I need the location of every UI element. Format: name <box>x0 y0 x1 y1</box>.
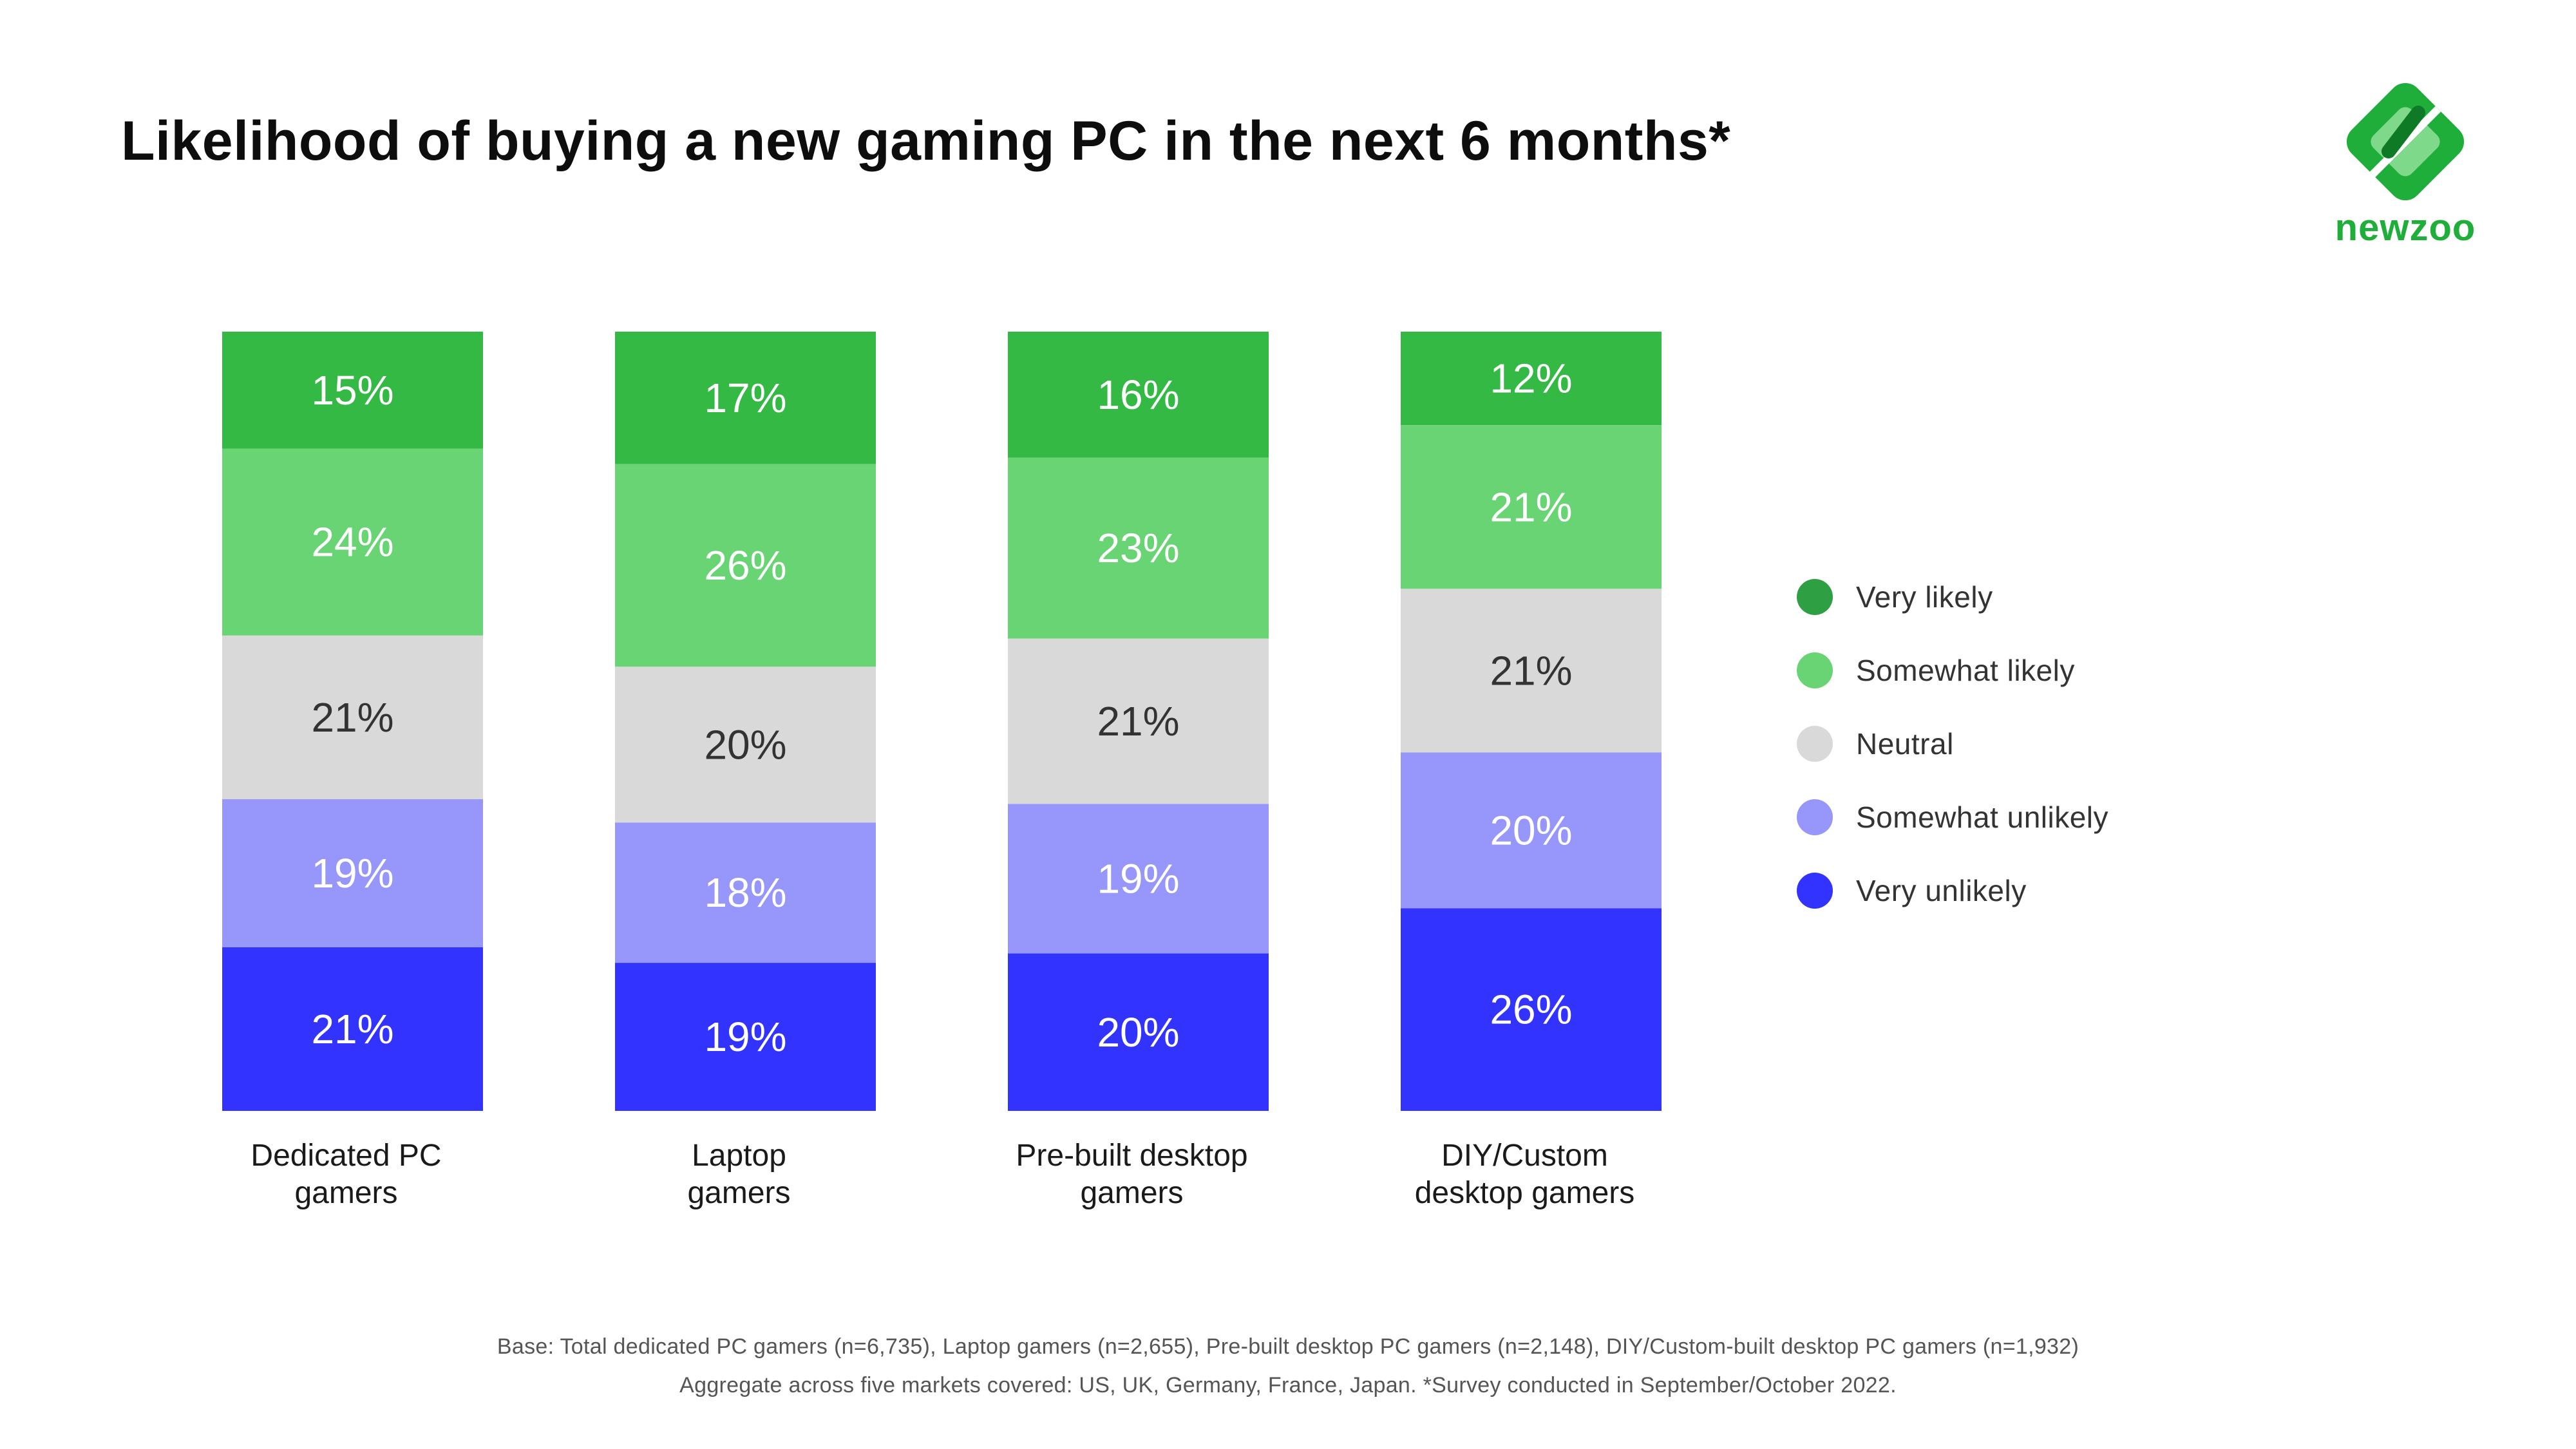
bar-segment-somewhat-likely-dedicated-pc-gamers <box>222 448 483 636</box>
bar-segment-neutral-laptop-gamers <box>615 667 876 823</box>
legend-swatch-neutral <box>1797 726 1833 762</box>
bar-segment-very-unlikely-diy-custom-desktop-gamers <box>1401 908 1662 1111</box>
data-label-neutral-laptop-gamers: 20% <box>704 721 786 768</box>
bar-segment-somewhat-likely-laptop-gamers <box>615 464 876 667</box>
bar-segment-very-unlikely-laptop-gamers <box>615 963 876 1111</box>
data-label-very-likely-laptop-gamers: 17% <box>704 375 786 421</box>
category-label-diy-custom-desktop-gamers: DIY/Custom <box>1441 1139 1608 1173</box>
data-label-very-unlikely-dedicated-pc-gamers: 21% <box>311 1006 393 1052</box>
data-label-somewhat-likely-dedicated-pc-gamers: 24% <box>311 519 393 565</box>
legend-label-somewhat-likely: Somewhat likely <box>1856 654 2075 687</box>
bar-segment-somewhat-unlikely-pre-built-desktop-gamers <box>1008 804 1269 954</box>
data-label-somewhat-likely-pre-built-desktop-gamers: 23% <box>1097 525 1179 571</box>
data-label-very-unlikely-laptop-gamers: 19% <box>704 1014 786 1060</box>
category-label-pre-built-desktop-gamers: gamers <box>1080 1176 1183 1210</box>
category-label-dedicated-pc-gamers: gamers <box>294 1176 397 1210</box>
data-label-very-unlikely-pre-built-desktop-gamers: 20% <box>1097 1009 1179 1056</box>
bar-segment-very-likely-laptop-gamers <box>615 332 876 464</box>
bar-segment-somewhat-likely-pre-built-desktop-gamers <box>1008 457 1269 639</box>
bar-segment-very-likely-diy-custom-desktop-gamers <box>1401 332 1662 426</box>
bar-segment-somewhat-unlikely-diy-custom-desktop-gamers <box>1401 752 1662 909</box>
data-label-somewhat-unlikely-pre-built-desktop-gamers: 19% <box>1097 855 1179 902</box>
legend-label-neutral: Neutral <box>1856 727 1954 761</box>
bar-segment-somewhat-unlikely-laptop-gamers <box>615 822 876 963</box>
data-label-neutral-pre-built-desktop-gamers: 21% <box>1097 698 1179 744</box>
data-label-very-likely-dedicated-pc-gamers: 15% <box>311 367 393 413</box>
legend-label-very-unlikely: Very unlikely <box>1856 874 2027 907</box>
legend-item-neutral: Neutral <box>1797 707 2108 781</box>
bar-segment-somewhat-likely-diy-custom-desktop-gamers <box>1401 425 1662 589</box>
data-label-somewhat-likely-diy-custom-desktop-gamers: 21% <box>1490 484 1572 530</box>
chart-title: Likelihood of buying a new gaming PC in … <box>121 110 1731 172</box>
data-label-somewhat-unlikely-diy-custom-desktop-gamers: 20% <box>1490 807 1572 853</box>
newzoo-wordmark: newzoo <box>2334 207 2476 249</box>
category-label-laptop-gamers: Laptop <box>692 1139 786 1173</box>
data-label-somewhat-likely-laptop-gamers: 26% <box>704 542 786 589</box>
bar-segment-very-likely-pre-built-desktop-gamers <box>1008 332 1269 458</box>
newzoo-logo: newzoo <box>2322 74 2489 249</box>
bar-segment-very-unlikely-pre-built-desktop-gamers <box>1008 953 1269 1111</box>
legend-swatch-very-likely <box>1797 579 1833 615</box>
category-label-pre-built-desktop-gamers: Pre-built desktop <box>1016 1139 1247 1173</box>
bar-segment-very-likely-dedicated-pc-gamers <box>222 332 483 449</box>
data-label-neutral-diy-custom-desktop-gamers: 21% <box>1490 647 1572 694</box>
legend-swatch-somewhat-unlikely <box>1797 799 1833 835</box>
bar-segment-somewhat-unlikely-dedicated-pc-gamers <box>222 799 483 947</box>
legend-item-very-likely: Very likely <box>1797 560 2108 634</box>
footnote-base: Base: Total dedicated PC gamers (n=6,735… <box>497 1334 2079 1359</box>
bar-segment-very-unlikely-dedicated-pc-gamers <box>222 947 483 1111</box>
legend-item-somewhat-likely: Somewhat likely <box>1797 634 2108 707</box>
category-label-diy-custom-desktop-gamers: desktop gamers <box>1415 1176 1635 1210</box>
legend-swatch-somewhat-likely <box>1797 652 1833 688</box>
data-label-somewhat-unlikely-laptop-gamers: 18% <box>704 869 786 916</box>
data-label-very-unlikely-diy-custom-desktop-gamers: 26% <box>1490 987 1572 1033</box>
bar-segment-neutral-diy-custom-desktop-gamers <box>1401 589 1662 753</box>
data-label-very-likely-diy-custom-desktop-gamers: 12% <box>1490 355 1572 402</box>
newzoo-logo-icon <box>2346 82 2465 201</box>
category-label-dedicated-pc-gamers: Dedicated PC <box>251 1139 441 1173</box>
chart-legend: Very likely Somewhat likely Neutral Somewha… <box>1797 560 2108 927</box>
category-label-laptop-gamers: gamers <box>687 1176 790 1210</box>
legend-label-very-likely: Very likely <box>1856 580 1993 614</box>
data-label-somewhat-unlikely-dedicated-pc-gamers: 19% <box>311 850 393 896</box>
bar-segment-neutral-dedicated-pc-gamers <box>222 635 483 799</box>
data-label-very-likely-pre-built-desktop-gamers: 16% <box>1097 372 1179 418</box>
legend-swatch-very-unlikely <box>1797 873 1833 909</box>
legend-item-somewhat-unlikely: Somewhat unlikely <box>1797 781 2108 854</box>
data-label-neutral-dedicated-pc-gamers: 21% <box>311 694 393 741</box>
legend-item-very-unlikely: Very unlikely <box>1797 854 2108 927</box>
legend-label-somewhat-unlikely: Somewhat unlikely <box>1856 800 2109 834</box>
bar-segment-neutral-pre-built-desktop-gamers <box>1008 638 1269 804</box>
footnote-markets: Aggregate across five markets covered: U… <box>679 1373 1897 1397</box>
